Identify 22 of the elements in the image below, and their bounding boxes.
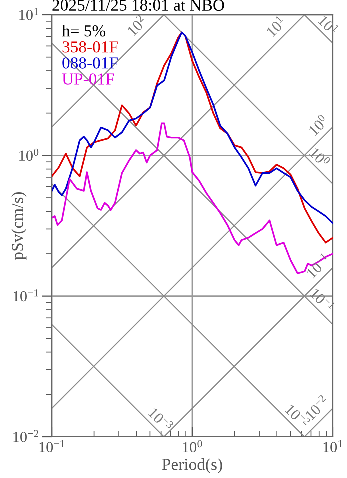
annotation: 10$^{1}$ [264,15,287,38]
annotation: 10$^{−1}$ [310,286,336,313]
annotation: 10$^{2}$ [126,14,148,36]
x-tick-label: 10$^{1}$ [324,440,342,453]
annotation: 10$^{−3}$ [148,406,174,432]
x-tick-label: 10$^{−1}$ [40,440,65,453]
annotation: 10$^{0}$ [309,146,332,168]
text: 088-01F [62,58,118,69]
annotation: 10$^{1}$ [318,14,340,36]
legend-title: h= 5% [62,25,106,37]
y-tick-label: 10$^{−1}$ [14,290,38,302]
y-axis-title: pSv(cm/s) [12,192,27,260]
annotation: 10$^{0}$ [307,114,330,136]
text: 358-01F [62,42,118,53]
y-tick-label: 10$^{−2}$ [14,430,38,442]
annotation: 10$^{−1}$ [305,252,332,279]
x-axis-title: Period(s) [162,458,222,474]
x-tick-label: 10$^{0}$ [183,440,202,453]
chart-title: 2025/11/25 18:01 at NBO [52,0,224,12]
y-tick-label: 10$^{1}$ [20,8,38,20]
y-tick-label: 10$^{0}$ [20,148,39,162]
text: UP-01F [62,74,114,85]
